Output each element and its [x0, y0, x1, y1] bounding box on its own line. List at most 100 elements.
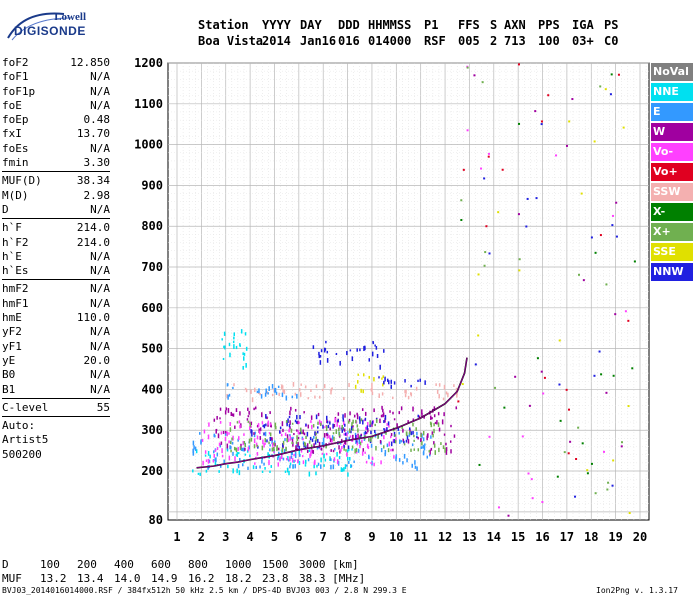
echo-point: [421, 433, 423, 439]
header-label-2: DAY: [300, 18, 322, 32]
echo-point: [204, 454, 207, 457]
echo-point: [297, 430, 300, 435]
echo-point: [288, 471, 290, 476]
echo-point: [370, 461, 372, 465]
echo-point: [298, 421, 300, 424]
echo-point: [213, 433, 215, 438]
echo-point: [292, 442, 294, 447]
echo-point: [228, 455, 231, 461]
y-tick-label: 400: [141, 382, 163, 396]
echo-point: [383, 380, 385, 385]
echo-point: [310, 420, 312, 424]
echo-point: [317, 439, 319, 443]
echo-point: [447, 392, 449, 398]
echo-point: [330, 449, 332, 452]
echo-point: [315, 414, 318, 420]
echo-point: [314, 395, 316, 399]
param-value: N/A: [90, 339, 110, 353]
software-version: Ion2Png v. 1.3.17: [596, 586, 678, 595]
echo-point: [375, 346, 378, 350]
echo-point: [338, 432, 341, 437]
param-label: h`F2: [2, 235, 29, 249]
echo-point: [403, 443, 406, 446]
legend-entry-ssw: SSW: [651, 183, 693, 201]
echo-point: [192, 469, 194, 473]
echo-point: [247, 407, 249, 411]
echo-point: [303, 432, 306, 436]
param-separator: [2, 171, 110, 173]
param-value: 20.0: [83, 353, 111, 367]
echo-point: [294, 459, 296, 462]
echo-point: [317, 421, 319, 425]
parameter-panel: foF2 12.850 foF1 N/A foF1p N/A foE N/A foEp 0.48 f…: [2, 56, 110, 462]
echo-point: [350, 464, 353, 468]
header-value-4: 014000: [368, 34, 412, 48]
echo-point: [312, 424, 315, 428]
param-label: foEp: [2, 113, 29, 127]
echo-point: [239, 424, 241, 429]
echo-point: [262, 424, 265, 428]
echo-point: [250, 437, 253, 442]
param-row: foE N/A: [2, 99, 110, 113]
x-tick-label: 15: [511, 530, 525, 544]
sporadic-point: [466, 66, 469, 69]
legend-entry-x-: X-: [651, 203, 693, 221]
echo-point: [216, 452, 219, 457]
echo-point: [219, 444, 222, 448]
param-row: foF2 12.850: [2, 56, 110, 70]
sporadic-point: [540, 120, 543, 123]
param-value: 0.48: [83, 113, 111, 127]
logo-swoosh-icon: [7, 12, 71, 41]
echo-point: [354, 448, 356, 454]
echo-point: [214, 461, 217, 466]
echo-point: [343, 445, 345, 449]
echo-point: [364, 411, 367, 416]
distance-row: D 100 200 400 600 800 1000 1500 3000 [km]: [2, 558, 359, 571]
echo-point: [322, 442, 325, 447]
echo-point: [319, 360, 322, 365]
sporadic-point: [527, 472, 530, 475]
echo-point: [414, 460, 416, 465]
echo-point: [363, 419, 366, 422]
param-label: foE: [2, 98, 22, 112]
echo-point: [299, 392, 302, 397]
muf-row: MUF 13.2 13.4 14.0 14.9 16.2 18.2 23.8 38.3 [MHz…: [2, 572, 365, 585]
param-label: B0: [2, 368, 16, 382]
x-tick-label: 7: [320, 530, 327, 544]
echo-point: [339, 360, 341, 366]
param-label: foF2: [2, 56, 29, 69]
echo-point: [364, 430, 367, 435]
echo-point: [294, 464, 296, 469]
echo-point: [340, 467, 343, 472]
echo-point: [246, 418, 249, 421]
sporadic-point: [574, 495, 577, 498]
y-tick-label: 300: [141, 423, 163, 437]
sporadic-point: [611, 484, 614, 487]
echo-point: [214, 449, 217, 452]
echo-point: [335, 352, 338, 356]
echo-point: [368, 454, 370, 459]
echo-point: [381, 377, 383, 380]
echo-point: [373, 377, 375, 382]
echo-point: [362, 389, 364, 394]
header-label-8: AXN: [504, 18, 526, 32]
param-label: foEs: [2, 141, 29, 155]
echo-point: [349, 456, 351, 461]
echo-point: [255, 465, 257, 469]
echo-point: [249, 422, 251, 427]
sporadic-point: [565, 388, 568, 391]
echo-point: [332, 464, 335, 470]
y-tick-label: 1000: [134, 138, 163, 152]
sporadic-point: [457, 400, 460, 403]
echo-point: [413, 439, 415, 442]
sporadic-point: [556, 475, 559, 478]
echo-point: [261, 445, 264, 451]
legend-entry-vo-: Vo-: [651, 143, 693, 161]
echo-point: [236, 468, 238, 474]
echo-point: [380, 460, 382, 465]
echo-point: [368, 375, 370, 379]
echo-point: [302, 429, 304, 435]
echo-point: [339, 441, 342, 445]
echo-point: [319, 354, 322, 358]
echo-point: [429, 454, 431, 457]
